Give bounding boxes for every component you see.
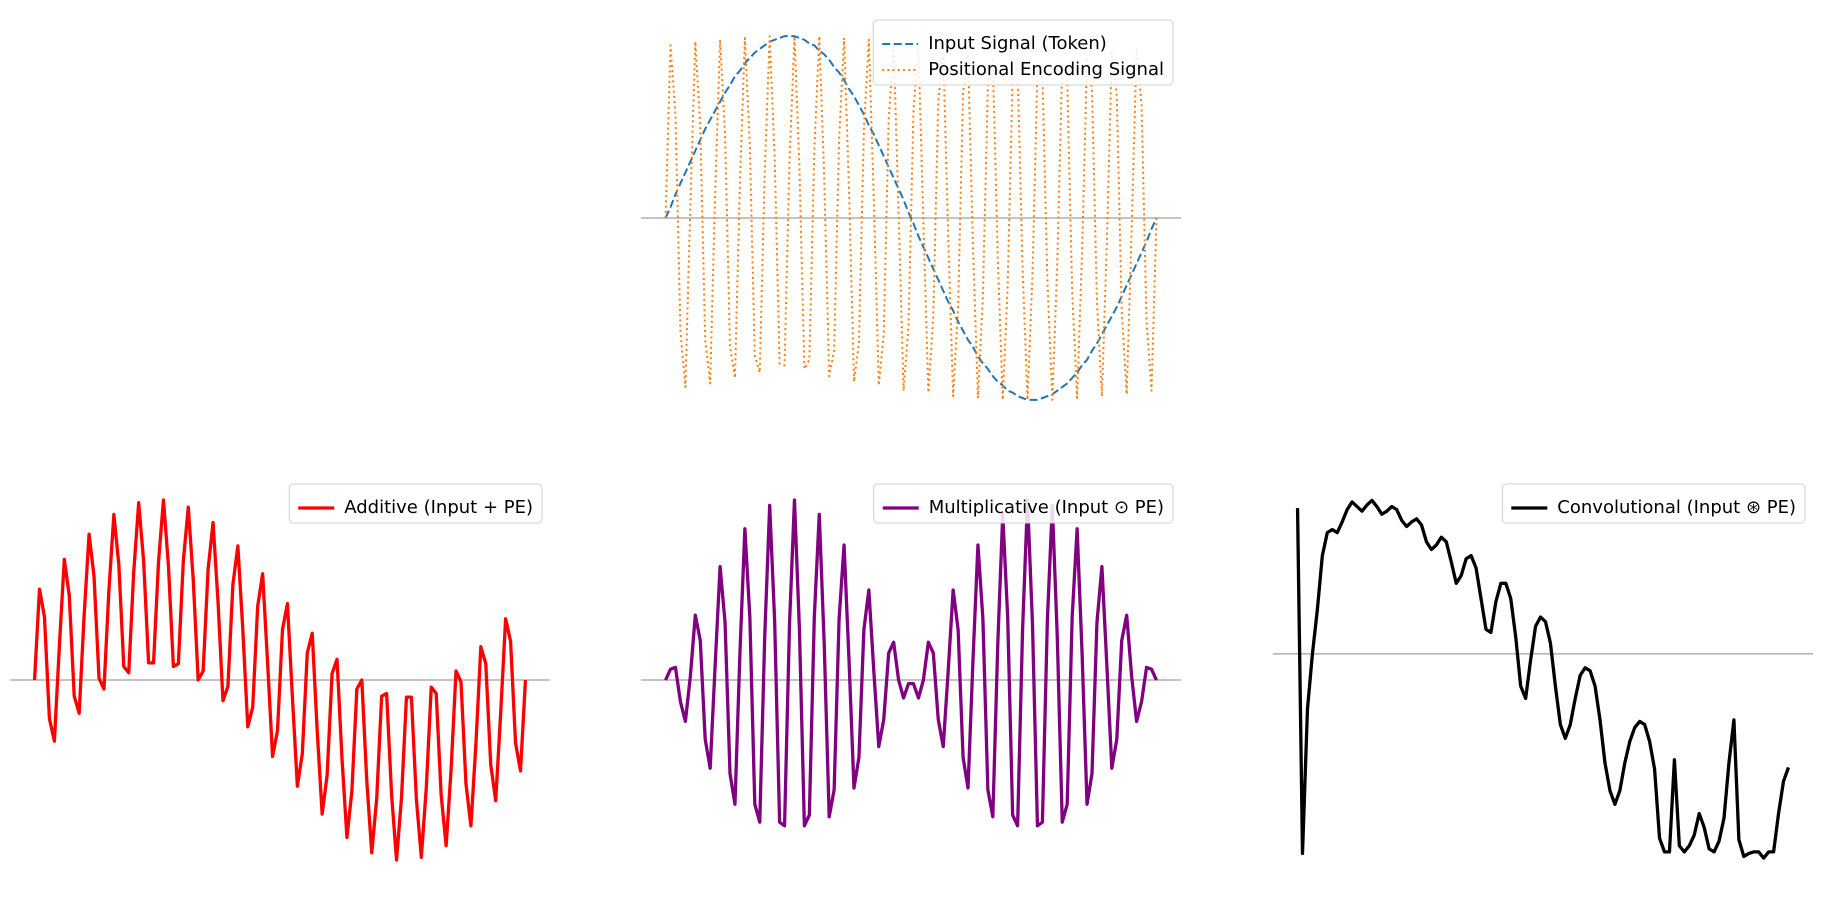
legend-label: Positional Encoding Signal bbox=[928, 59, 1164, 80]
legend-label: Convolutional (Input ⊛ PE) bbox=[1557, 497, 1796, 518]
subplot: Additive (Input + PE) bbox=[10, 483, 550, 862]
legend: Input Signal (Token) Positional Encoding … bbox=[872, 19, 1174, 86]
subplot: Convolutional (Input ⊛ PE) bbox=[1273, 483, 1813, 860]
legend-label: Multiplicative (Input ⊙ PE) bbox=[929, 497, 1164, 518]
series-line bbox=[32, 498, 528, 862]
legend-label: Additive (Input + PE) bbox=[344, 497, 533, 518]
legend: Convolutional (Input ⊛ PE) bbox=[1501, 483, 1806, 524]
legend-box bbox=[288, 483, 543, 524]
series-line bbox=[664, 498, 1158, 828]
legend-box bbox=[872, 19, 1174, 86]
subplot: Input Signal (Token) Positional Encoding … bbox=[641, 19, 1181, 401]
legend-box bbox=[1501, 483, 1806, 524]
legend-box bbox=[873, 483, 1174, 524]
series-line bbox=[664, 35, 1158, 401]
legend-label: Input Signal (Token) bbox=[928, 33, 1107, 54]
legend: Additive (Input + PE) bbox=[288, 483, 543, 524]
series-line bbox=[664, 35, 1158, 401]
subplot: Multiplicative (Input ⊙ PE) bbox=[641, 483, 1181, 828]
legend: Multiplicative (Input ⊙ PE) bbox=[873, 483, 1174, 524]
series-line bbox=[1295, 498, 1791, 860]
